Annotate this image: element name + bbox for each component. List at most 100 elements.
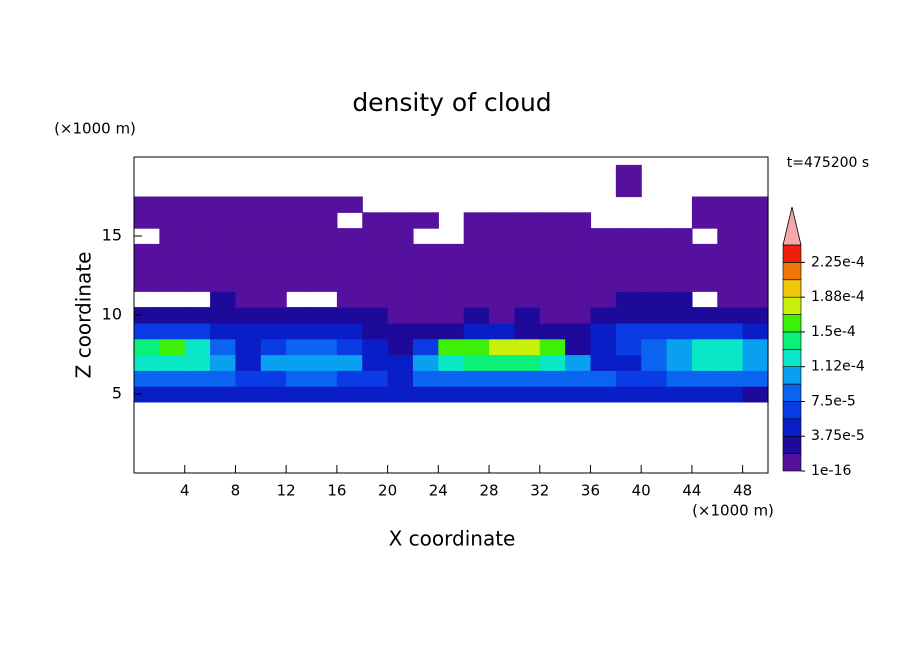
colorbar-tick-label: 7.5e-5 xyxy=(811,393,856,409)
colorbar-band xyxy=(782,401,802,420)
x-tick-label: 12 xyxy=(277,482,296,500)
contour-cell xyxy=(311,338,338,356)
contour-cell xyxy=(387,386,414,403)
contour-cell xyxy=(235,338,262,356)
contour-cell xyxy=(134,212,160,229)
contour-cell xyxy=(691,307,718,324)
contour-cell xyxy=(159,212,186,229)
contour-cell xyxy=(362,275,389,292)
contour-cell xyxy=(134,307,160,324)
contour-cell xyxy=(463,307,490,324)
chart-title: density of cloud xyxy=(352,88,551,117)
contour-cell xyxy=(590,228,617,245)
contour-cell xyxy=(311,243,338,261)
contour-cell xyxy=(311,322,338,340)
contour-cell xyxy=(336,259,363,277)
contour-cell xyxy=(184,259,211,277)
contour-cell xyxy=(260,307,287,324)
contour-cell xyxy=(438,275,465,292)
contour-cell xyxy=(489,322,515,340)
x-tick-label: 28 xyxy=(479,482,498,500)
contour-cell xyxy=(387,322,414,340)
contour-cell xyxy=(210,196,237,213)
contour-cell xyxy=(387,243,414,261)
contour-cell xyxy=(311,212,338,229)
contour-cell xyxy=(184,322,211,340)
contour-cell xyxy=(489,212,515,229)
contour-cell xyxy=(184,275,211,292)
contour-cell xyxy=(184,370,211,387)
contour-cell xyxy=(514,386,541,403)
contour-cell xyxy=(641,322,668,340)
contour-cell xyxy=(666,243,693,261)
contour-cell xyxy=(260,354,287,371)
contour-cell xyxy=(235,259,262,277)
contour-cell xyxy=(286,354,313,371)
colorbar-band xyxy=(782,453,802,472)
contour-cell xyxy=(210,322,237,340)
contour-cell xyxy=(286,228,313,245)
contour-cell xyxy=(159,322,186,340)
contour-cell xyxy=(260,291,287,308)
contour-cell xyxy=(590,307,617,324)
contour-cell xyxy=(717,275,744,292)
contour-cell xyxy=(184,338,211,356)
contour-cell xyxy=(514,259,541,277)
contour-cell xyxy=(641,307,668,324)
contour-cell xyxy=(159,386,186,403)
contour-cell xyxy=(336,354,363,371)
contour-cell xyxy=(362,307,389,324)
contour-cell xyxy=(666,338,693,356)
contour-cell xyxy=(438,370,465,387)
colorbar-band xyxy=(782,331,802,350)
contour-cell xyxy=(615,291,642,308)
contour-cell xyxy=(210,291,237,308)
contour-cell xyxy=(311,370,338,387)
contour-cell xyxy=(615,228,642,245)
contour-cell xyxy=(336,196,363,213)
contour-cell xyxy=(159,338,186,356)
contour-cell xyxy=(514,338,541,356)
contour-cell xyxy=(387,275,414,292)
contour-cell xyxy=(615,322,642,340)
contour-cell xyxy=(210,370,237,387)
contour-cell xyxy=(565,275,592,292)
contour-cell xyxy=(311,307,338,324)
contour-cell xyxy=(286,212,313,229)
contour-cell xyxy=(286,338,313,356)
contour-cell xyxy=(387,354,414,371)
contour-cell xyxy=(286,307,313,324)
contour-cell xyxy=(311,275,338,292)
contour-cell xyxy=(489,243,515,261)
contour-cell xyxy=(717,322,744,340)
colorbar-band xyxy=(782,418,802,437)
contour-cell xyxy=(184,212,211,229)
contour-cell xyxy=(159,275,186,292)
contour-cell xyxy=(489,291,515,308)
contour-cell xyxy=(691,259,718,277)
colorbar-extend xyxy=(782,206,802,246)
contour-cell xyxy=(641,275,668,292)
contour-cell xyxy=(412,212,439,229)
contour-cell xyxy=(463,275,490,292)
colorbar-tick-label: 1e-16 xyxy=(811,463,851,479)
contour-cell xyxy=(235,196,262,213)
contour-cell xyxy=(565,322,592,340)
contour-cell xyxy=(438,322,465,340)
contour-cell xyxy=(565,386,592,403)
contour-cell xyxy=(134,259,160,277)
contour-cell xyxy=(134,243,160,261)
contour-cell xyxy=(134,354,160,371)
time-label: t=475200 s xyxy=(787,155,869,171)
contour-cell xyxy=(615,354,642,371)
contour-cell xyxy=(159,259,186,277)
contour-cell xyxy=(666,291,693,308)
contour-cell xyxy=(514,322,541,340)
contour-cell xyxy=(311,354,338,371)
contour-cell xyxy=(565,228,592,245)
contour-cell xyxy=(590,354,617,371)
contour-cell xyxy=(514,212,541,229)
contour-cell xyxy=(666,322,693,340)
contour-cell xyxy=(615,164,642,182)
contour-cell xyxy=(615,307,642,324)
